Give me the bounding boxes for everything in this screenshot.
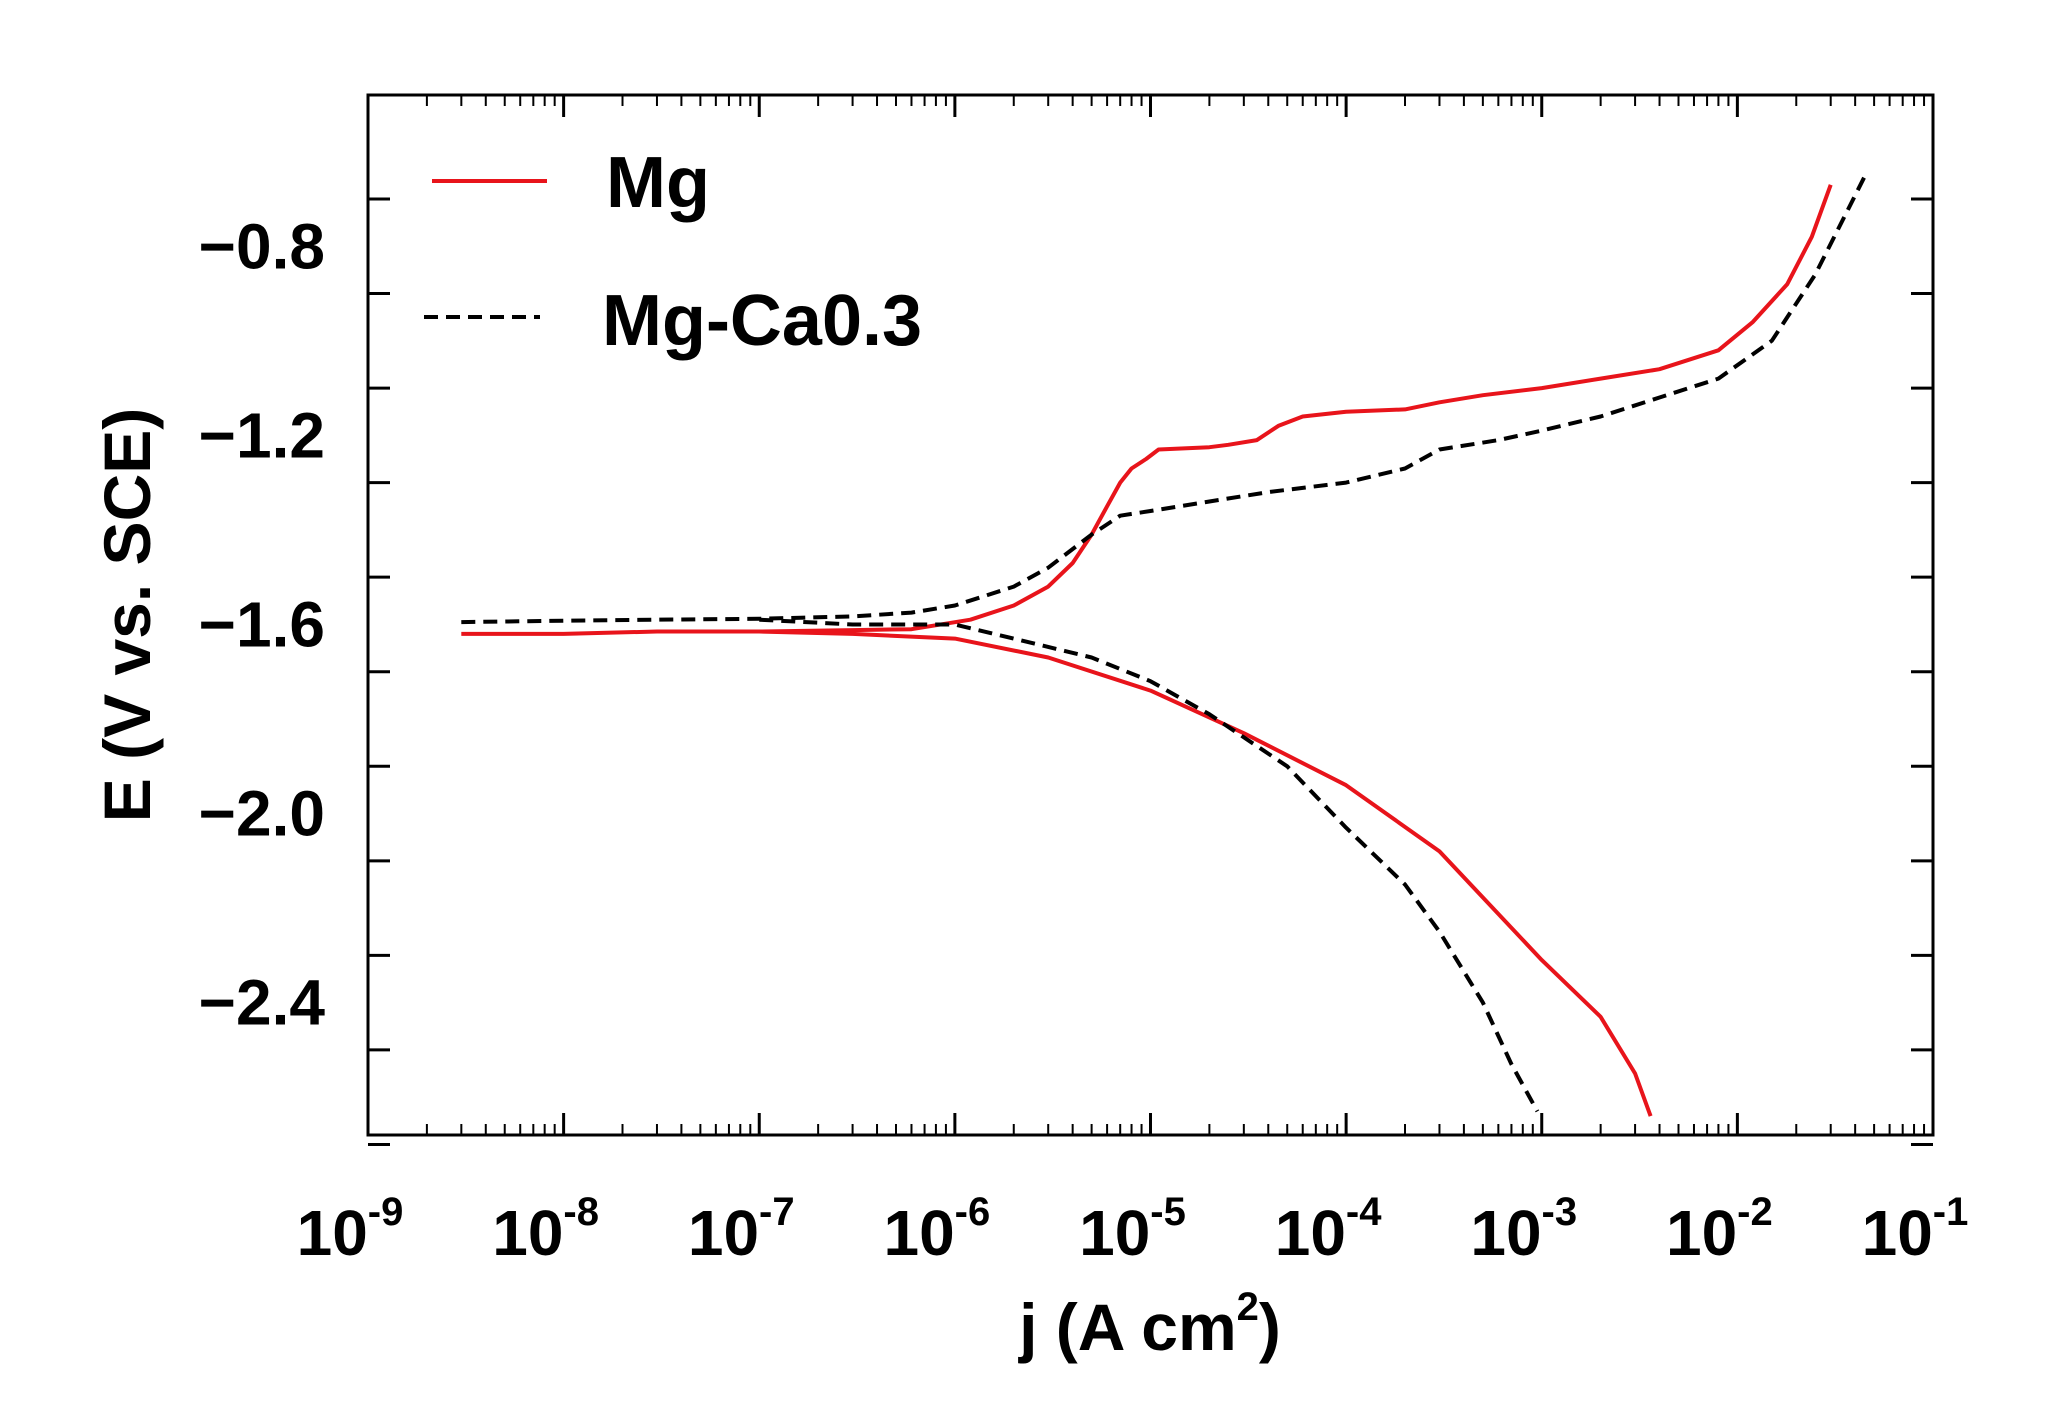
x-tick-base: 10	[1079, 1197, 1150, 1269]
y-tick-label: −0.8	[199, 210, 325, 282]
x-tick-base: 10	[688, 1197, 759, 1269]
x-tick-label: 10-4	[1275, 1190, 1383, 1269]
y-tick-label: −2.4	[199, 967, 326, 1039]
x-tick-exponent: -9	[368, 1190, 404, 1234]
x-tick-base: 10	[1862, 1197, 1933, 1269]
x-tick-label: 10-7	[688, 1190, 795, 1269]
x-tick-base: 10	[1275, 1197, 1346, 1269]
x-tick-label: 10-9	[297, 1190, 404, 1269]
y-tick-label: −2.0	[199, 778, 325, 850]
x-axis-title-close: )	[1259, 1290, 1281, 1364]
series-line-0-anodic	[461, 184, 1833, 636]
x-tick-exponent: -3	[1542, 1190, 1578, 1234]
x-tick-label: 10-5	[1079, 1190, 1186, 1269]
x-tick-base: 10	[1666, 1197, 1737, 1269]
series-line-0-cathodic	[759, 629, 1653, 1117]
x-axis-title-superscript: 2	[1237, 1285, 1259, 1329]
series-line-1-cathodic	[759, 617, 1540, 1113]
x-tick-exponent: -8	[563, 1190, 599, 1234]
x-tick-exponent: -4	[1346, 1190, 1382, 1234]
legend-label-mg: Mg	[606, 143, 710, 223]
x-tick-label: 10-2	[1666, 1190, 1773, 1269]
x-axis-title: j (A cm2)	[1017, 1285, 1281, 1364]
y-tick-label: −1.6	[199, 588, 325, 660]
x-tick-exponent: -6	[955, 1190, 991, 1234]
x-tick-base: 10	[1470, 1197, 1541, 1269]
plot-frame	[366, 93, 1935, 1137]
x-tick-exponent: -7	[759, 1190, 795, 1234]
x-tick-exponent: -5	[1150, 1190, 1186, 1234]
y-tick-labels: −0.8 −1.2 −1.6 −2.0 −2.4	[199, 210, 326, 1038]
x-tick-base: 10	[883, 1197, 954, 1269]
x-tick-labels: 10-9 10-8 10-7 10-6 10-5 10-4 10-3 10-2 10-1	[297, 1190, 1969, 1269]
series-lines	[461, 174, 1867, 1117]
x-tick-base: 10	[297, 1197, 368, 1269]
x-tick-label: 10-3	[1470, 1190, 1577, 1269]
x-tick-base: 10	[492, 1197, 563, 1269]
x-tick-label: 10-1	[1862, 1190, 1969, 1269]
legend: Mg Mg-Ca0.3	[424, 143, 922, 361]
x-axis-title-main: j (A cm	[1017, 1290, 1237, 1364]
x-tick-exponent: -1	[1933, 1190, 1969, 1234]
axis-ticks	[366, 95, 1935, 1146]
legend-label-mg-ca: Mg-Ca0.3	[602, 281, 922, 361]
x-tick-label: 10-6	[883, 1190, 990, 1269]
x-tick-exponent: -2	[1737, 1190, 1773, 1234]
y-axis-title: E (V vs. SCE)	[90, 408, 164, 822]
series-line-1-anodic	[461, 174, 1867, 625]
x-tick-label: 10-8	[492, 1190, 599, 1269]
y-tick-label: −1.2	[199, 399, 325, 471]
